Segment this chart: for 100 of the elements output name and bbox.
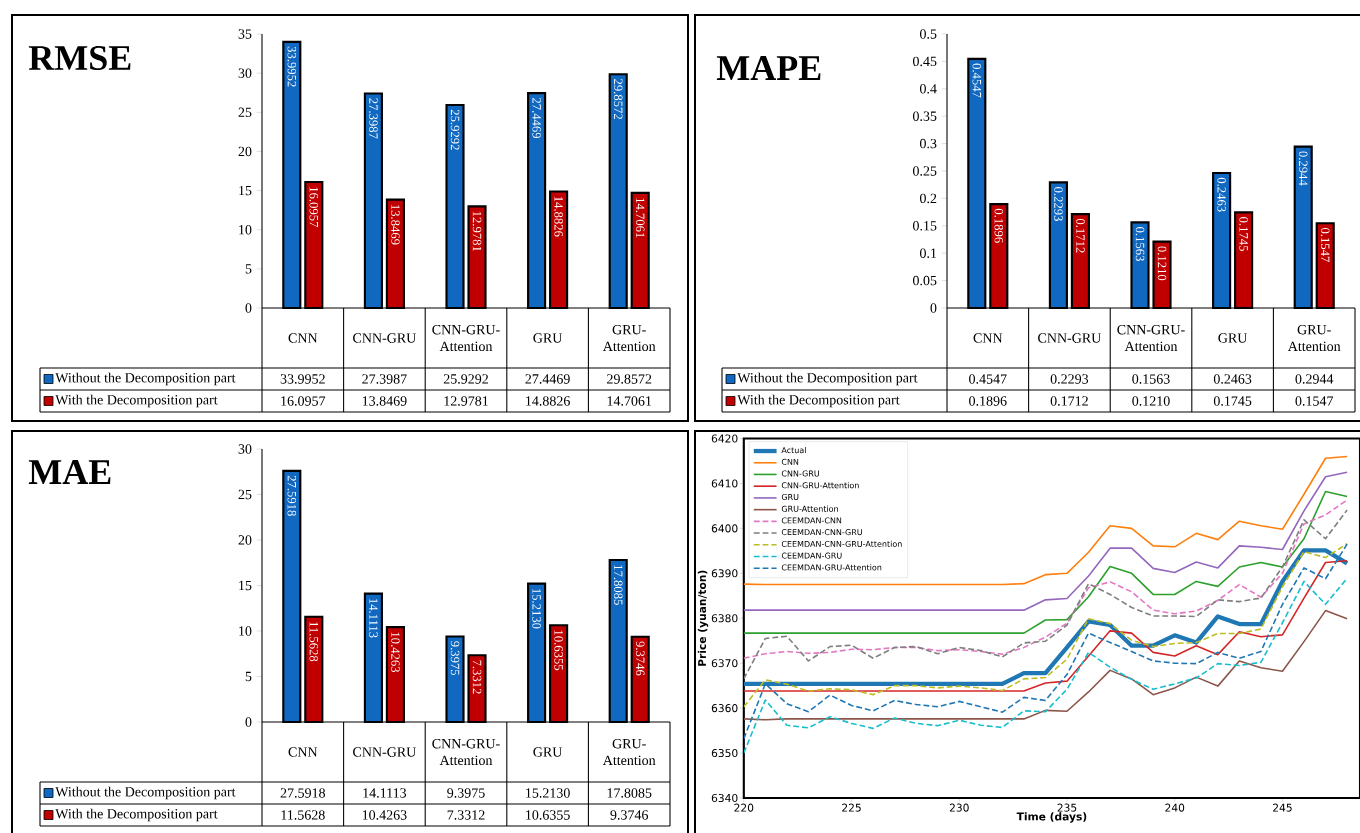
y-tick-label: 6370 xyxy=(711,659,738,668)
legend-label: CEEMDAN-GRU xyxy=(781,552,842,559)
y-tick-label: 0 xyxy=(930,303,937,313)
legend-label: GRU xyxy=(781,493,799,500)
text: 0.1210 xyxy=(1157,246,1167,281)
text: 27.3987 xyxy=(369,98,378,139)
data-label: 0.2944 xyxy=(1295,374,1334,384)
data-label: 17.8085 xyxy=(607,788,652,798)
data-label: 0.1547 xyxy=(1295,396,1334,406)
y-tick-label: 6390 xyxy=(711,569,738,578)
legend-label: Actual xyxy=(781,446,806,454)
data-label: 13.8469 xyxy=(362,396,407,406)
legend-label: CNN-GRU xyxy=(781,470,820,477)
text: 0.1745 xyxy=(1239,217,1248,251)
data-label: 15.2130 xyxy=(526,788,570,798)
x-tick-label: CNN-GRU xyxy=(1038,333,1101,343)
data-label: 10.6355 xyxy=(526,810,570,820)
text: 12.9781 xyxy=(472,211,482,252)
data-label: 10.4263 xyxy=(362,810,407,820)
text: 25.9292 xyxy=(450,109,460,150)
data-label: 29.8572 xyxy=(607,374,652,384)
y-tick-label: 0.3 xyxy=(919,138,937,149)
data-label: 0.2293 xyxy=(1050,374,1089,384)
text: 11.5628 xyxy=(309,622,319,662)
x-tick-label: 230 xyxy=(949,803,969,812)
data-label: 14.1113 xyxy=(363,788,407,798)
text: 0.2293 xyxy=(1054,187,1063,221)
x-tick-label: CNN xyxy=(973,333,1003,343)
text: 0.1547 xyxy=(1320,227,1330,262)
x-tick-label: GRU xyxy=(533,333,563,343)
text: 10.6355 xyxy=(554,630,563,671)
x-tick-label: GRU xyxy=(533,747,563,757)
chart-title: RMSE xyxy=(28,45,131,71)
y-tick-label: 0 xyxy=(245,303,252,313)
legend-label: CEEMDAN-CNN-GRU-Attention xyxy=(781,540,902,547)
y-tick-label: 0.15 xyxy=(912,221,937,231)
y-tick-label: 30 xyxy=(238,68,252,78)
y-tick-label: 0.1 xyxy=(919,248,937,258)
y-tick-label: 0.2 xyxy=(919,193,937,204)
data-label: 0.1896 xyxy=(969,396,1007,406)
y-tick-label: 5 xyxy=(245,264,252,274)
line-series xyxy=(743,577,1348,754)
line-series xyxy=(743,543,1348,740)
y-tick-label: 10 xyxy=(239,626,252,636)
data-label: 0.1745 xyxy=(1213,396,1252,406)
y-tick-label: 6400 xyxy=(711,524,738,533)
x-tick-label: 225 xyxy=(842,803,861,812)
data-label: 27.5918 xyxy=(280,788,326,798)
legend-label: CEEMDAN-CNN xyxy=(781,517,842,524)
y-tick-label: 6410 xyxy=(711,479,738,488)
data-label: 0.1210 xyxy=(1132,396,1170,406)
legend-label: CEEMDAN-GRU-Attention xyxy=(781,564,882,571)
data-label: 0.4547 xyxy=(969,374,1007,384)
text: 0.1896 xyxy=(994,208,1004,243)
y-tick-label: 6380 xyxy=(711,614,738,623)
y-tick-label: 6420 xyxy=(711,434,738,443)
text: 10.4263 xyxy=(391,632,400,673)
legend-label: Without the Decomposition part xyxy=(55,786,236,800)
data-label: 11.5628 xyxy=(281,810,325,820)
data-label: 33.9952 xyxy=(280,374,325,384)
data-label: 9.3975 xyxy=(447,788,485,798)
x-tick-label: 235 xyxy=(1057,803,1077,812)
chart-title: MAE xyxy=(28,460,111,484)
y-tick-label: 20 xyxy=(238,146,252,157)
text: 33.9952 xyxy=(287,46,297,87)
data-label: 25.9292 xyxy=(443,374,488,384)
x-tick-label: CNN-GRU-Attention xyxy=(432,324,500,352)
y-tick-label: 6340 xyxy=(711,793,738,803)
text: 0.1563 xyxy=(1135,227,1145,261)
y-tick-label: 5 xyxy=(245,671,252,682)
legend-label: GRU-Attention xyxy=(781,505,838,512)
x-tick-label: 245 xyxy=(1273,803,1292,812)
text: 0.1712 xyxy=(1076,218,1085,253)
y-tick-label: 0.35 xyxy=(912,111,937,121)
y-tick-label: 25 xyxy=(238,489,252,500)
x-tick-label: GRU-Attention xyxy=(602,324,656,352)
text: 29.8572 xyxy=(613,79,623,119)
line-series xyxy=(743,499,1348,660)
x-tick-label: GRU xyxy=(1218,333,1248,343)
x-tick-label: GRU-Attention xyxy=(1287,324,1341,352)
text: 0.2944 xyxy=(1298,151,1308,186)
x-axis-title: Time (days) xyxy=(1016,812,1087,823)
data-label: 9.3746 xyxy=(610,810,649,820)
x-tick-label: CNN-GRU xyxy=(353,333,416,343)
x-tick-label: CNN-GRU xyxy=(353,747,416,757)
data-label: 27.3987 xyxy=(362,374,407,384)
legend-label: With the Decomposition part xyxy=(55,808,218,822)
chart-title: MAPE xyxy=(716,56,821,80)
y-tick-label: 0.05 xyxy=(912,275,937,286)
x-tick-label: 240 xyxy=(1165,803,1185,812)
y-tick-label: 20 xyxy=(238,535,252,545)
data-label: 14.8826 xyxy=(526,396,570,406)
y-tick-label: 0.4 xyxy=(919,84,937,94)
text: 14.1113 xyxy=(369,598,378,638)
data-label: 12.9781 xyxy=(444,396,488,406)
legend-label: CEEMDAN-CNN-GRU xyxy=(781,529,862,536)
y-tick-label: 15 xyxy=(239,580,252,591)
y-axis-title: Price (yuan/ton) xyxy=(697,570,709,666)
y-tick-label: 10 xyxy=(239,224,252,235)
text: 14.8826 xyxy=(554,196,563,237)
